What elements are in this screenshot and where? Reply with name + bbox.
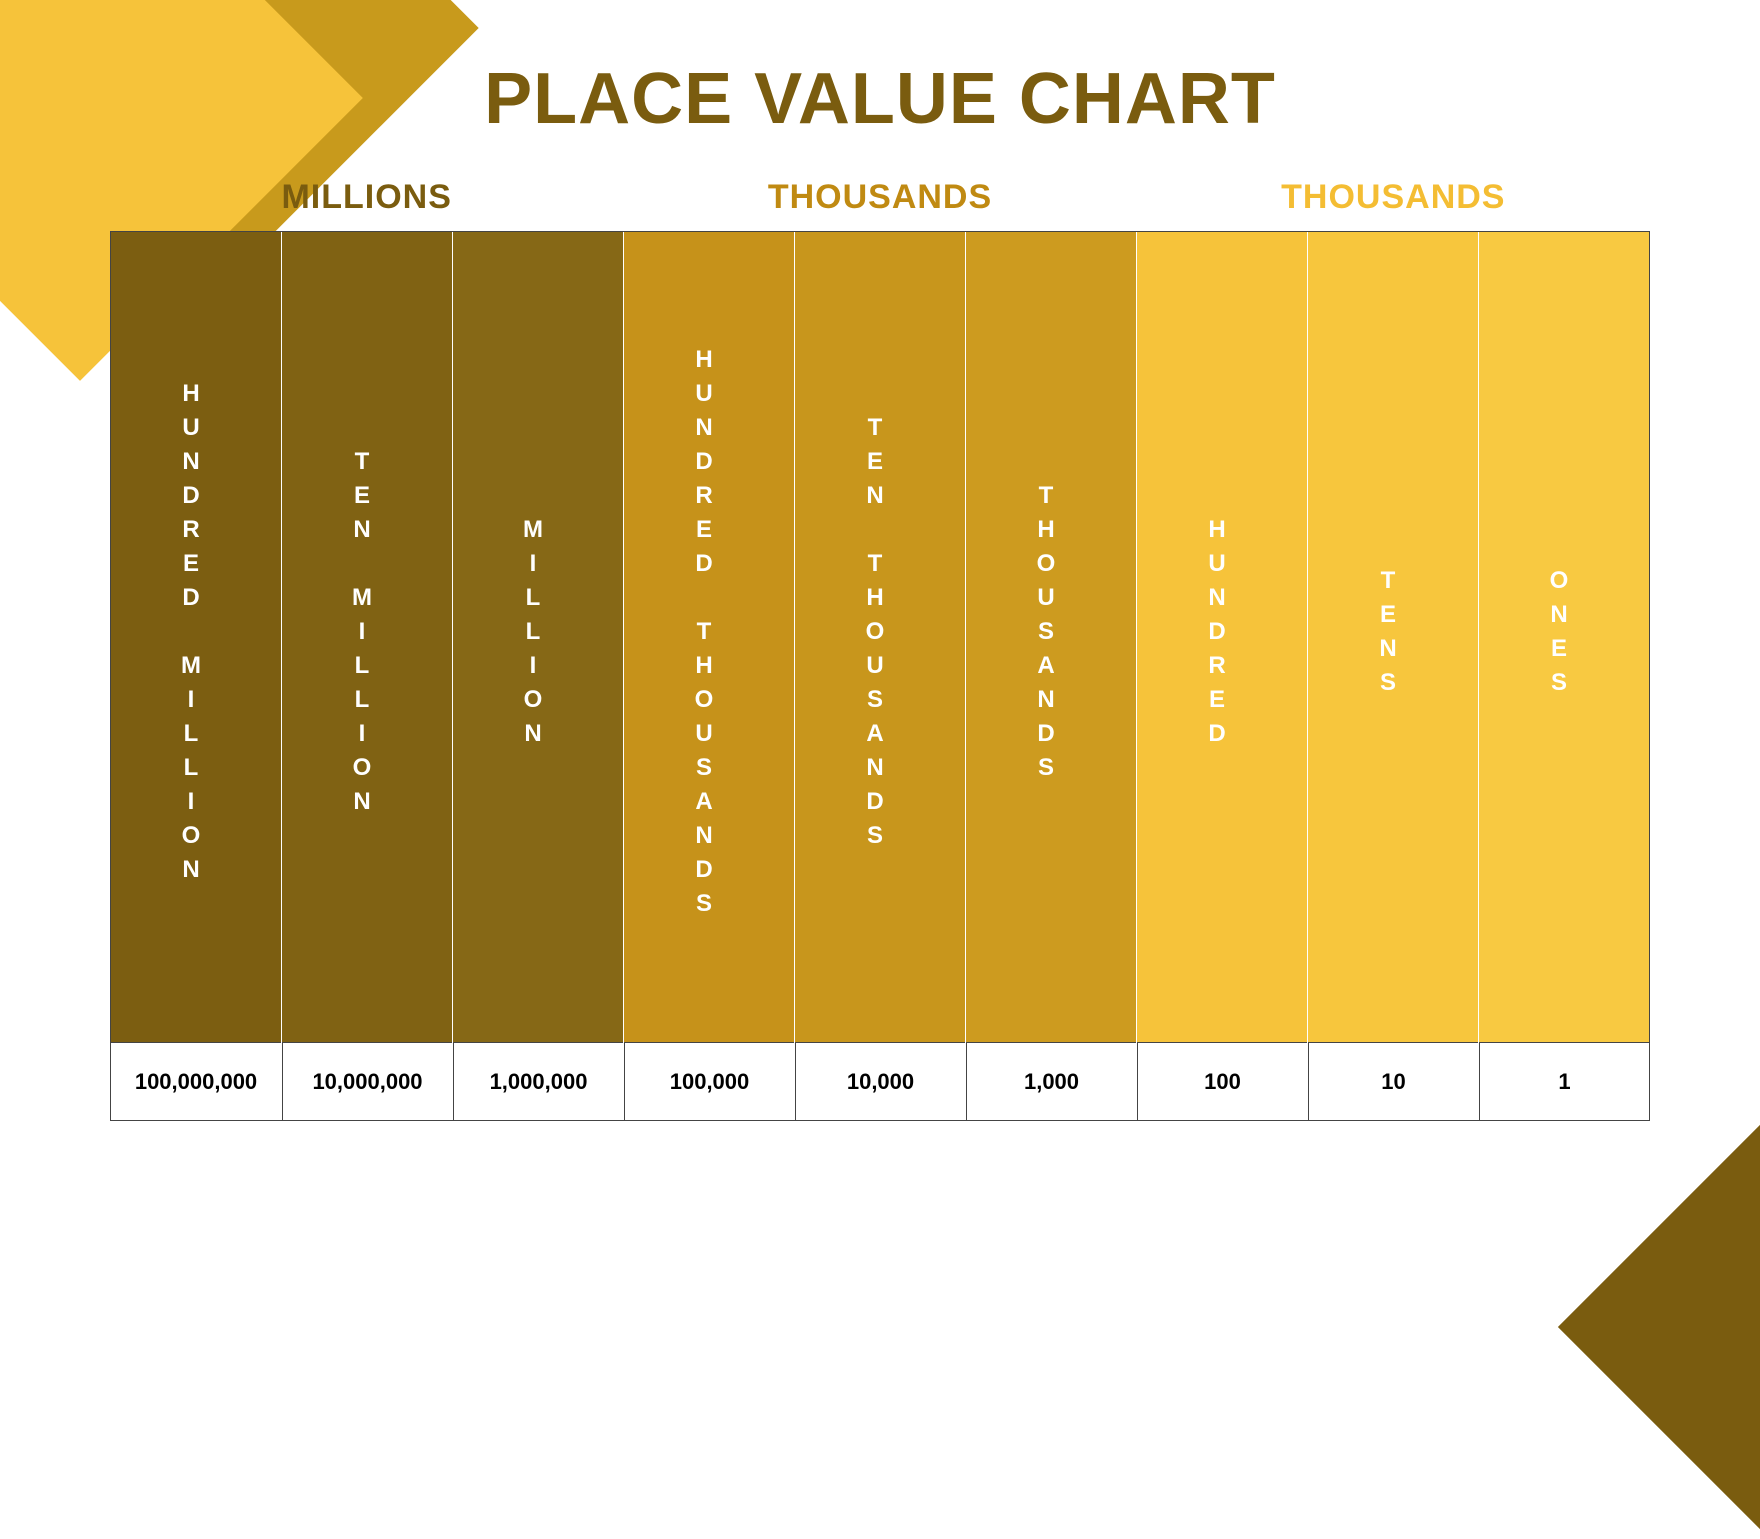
place-value-column: TENTHOUSANDS 10,000: [795, 232, 966, 1120]
column-body: HUNDREDMILLION: [111, 232, 281, 1042]
place-value-column: HUNDREDTHOUSANDS 100,000: [624, 232, 795, 1120]
column-value: 100,000: [624, 1042, 794, 1120]
column-body: THOUSANDS: [966, 232, 1136, 1042]
chart-container: MILLIONSTHOUSANDSTHOUSANDS HUNDREDMILLIO…: [110, 178, 1650, 1121]
column-value: 1,000,000: [453, 1042, 623, 1120]
group-header: THOUSANDS: [623, 178, 1136, 217]
column-value: 10,000: [795, 1042, 965, 1120]
column-value: 10,000,000: [282, 1042, 452, 1120]
column-body: ONES: [1479, 232, 1649, 1042]
column-body: TENS: [1308, 232, 1478, 1042]
column-label: HUNDRED: [1208, 518, 1235, 756]
place-value-chart: HUNDREDMILLION100,000,000TENMILLION10,00…: [110, 231, 1650, 1121]
column-value: 100: [1137, 1042, 1307, 1120]
place-value-column: ONES 1: [1479, 232, 1649, 1120]
column-label: TENS: [1379, 569, 1406, 705]
place-value-column: HUNDRED 100: [1137, 232, 1308, 1120]
column-label: TENMILLION: [352, 450, 382, 824]
column-label: ONES: [1550, 569, 1579, 705]
place-value-column: HUNDREDMILLION 100,000,000: [111, 232, 282, 1120]
column-value: 10: [1308, 1042, 1478, 1120]
column-label: TENTHOUSANDS: [866, 416, 895, 858]
group-header-row: MILLIONSTHOUSANDSTHOUSANDS: [110, 178, 1650, 217]
place-value-column: MILLION 1,000,000: [453, 232, 624, 1120]
column-value: 1,000: [966, 1042, 1136, 1120]
page-title: PLACE VALUE CHART: [0, 58, 1760, 140]
column-value: 100,000,000: [111, 1042, 281, 1120]
column-body: MILLION: [453, 232, 623, 1042]
column-label: THOUSANDS: [1037, 484, 1066, 790]
group-header: MILLIONS: [110, 178, 623, 217]
column-value: 1: [1479, 1042, 1649, 1120]
column-label: HUNDREDTHOUSANDS: [695, 348, 724, 926]
column-body: HUNDREDTHOUSANDS: [624, 232, 794, 1042]
column-label: HUNDREDMILLION: [181, 382, 211, 892]
place-value-column: TENS 10: [1308, 232, 1479, 1120]
column-body: TENTHOUSANDS: [795, 232, 965, 1042]
place-value-column: THOUSANDS 1,000: [966, 232, 1137, 1120]
column-body: TENMILLION: [282, 232, 452, 1042]
column-body: HUNDRED: [1137, 232, 1307, 1042]
decor-bottom: [1558, 1115, 1760, 1539]
column-label: MILLION: [523, 518, 553, 756]
page-root: PLACE VALUE CHART MILLIONSTHOUSANDSTHOUS…: [0, 58, 1760, 1317]
group-header: THOUSANDS: [1137, 178, 1650, 217]
place-value-column: TENMILLION 10,000,000: [282, 232, 453, 1120]
